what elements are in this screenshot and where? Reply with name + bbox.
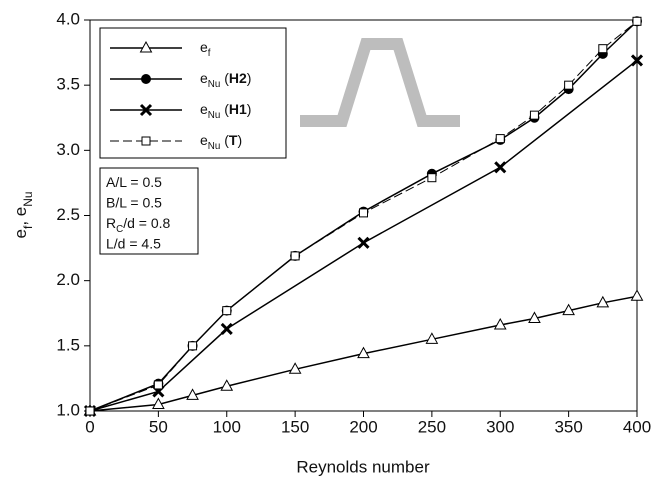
text-part: , e bbox=[11, 207, 30, 226]
annotation: RC/d = 0.8 bbox=[106, 215, 171, 235]
text-part: /d = 0.8 bbox=[123, 215, 170, 231]
marker bbox=[220, 322, 233, 335]
x-tick-label: 300 bbox=[486, 417, 514, 436]
text-part: R bbox=[106, 215, 116, 231]
marker bbox=[220, 379, 234, 391]
legend-marker bbox=[141, 74, 151, 84]
annotation: L/d = 4.5 bbox=[106, 235, 161, 251]
annotation: A/L = 0.5 bbox=[106, 174, 162, 190]
marker bbox=[357, 346, 370, 359]
text-part: e bbox=[200, 39, 208, 55]
y-tick-label: 2.0 bbox=[56, 270, 80, 289]
text-part: H1 bbox=[229, 101, 247, 117]
marker bbox=[630, 54, 644, 67]
marker bbox=[528, 311, 541, 323]
marker bbox=[359, 208, 368, 218]
x-tick-label: 100 bbox=[213, 417, 241, 436]
y-tick-label: 4.0 bbox=[56, 9, 80, 28]
text-part: ( bbox=[220, 70, 229, 86]
marker bbox=[493, 317, 507, 330]
marker bbox=[290, 251, 300, 261]
text-part: B/L = 0.5 bbox=[106, 194, 162, 210]
legend-marker bbox=[139, 103, 153, 117]
marker bbox=[564, 80, 574, 90]
x-tick-label: 200 bbox=[349, 417, 377, 436]
parameter-box bbox=[99, 167, 199, 255]
legend-marker bbox=[141, 136, 151, 146]
x-tick-label: 0 bbox=[85, 417, 94, 436]
text-part: T bbox=[229, 132, 238, 148]
x-tick-label: 400 bbox=[623, 417, 651, 436]
text-part: Nu bbox=[208, 79, 221, 90]
x-tick-label: 150 bbox=[281, 417, 309, 436]
marker bbox=[494, 161, 507, 174]
legend-marker bbox=[139, 40, 153, 53]
marker bbox=[222, 306, 232, 316]
marker bbox=[425, 332, 439, 344]
y-tick-label: 1.0 bbox=[56, 400, 80, 419]
text-part: Nu bbox=[208, 110, 221, 121]
legend-label: eNu (H2) bbox=[200, 70, 251, 90]
marker bbox=[357, 236, 370, 249]
marker bbox=[153, 380, 163, 390]
series-line bbox=[89, 20, 638, 412]
text-part: H2 bbox=[229, 70, 247, 86]
x-tick-label: 250 bbox=[418, 417, 446, 436]
text-part: ) bbox=[247, 101, 252, 117]
marker bbox=[188, 341, 198, 351]
series-line bbox=[89, 295, 638, 412]
text-part: ) bbox=[247, 70, 252, 86]
text-part: ( bbox=[220, 101, 229, 117]
series-line bbox=[89, 20, 638, 412]
y-axis-label: ef, eNu bbox=[11, 192, 35, 239]
annotation: B/L = 0.5 bbox=[106, 194, 162, 210]
text-part: f bbox=[21, 225, 35, 229]
text-part: e bbox=[200, 101, 208, 117]
legend-label: ef bbox=[200, 39, 211, 59]
y-tick-label: 1.5 bbox=[56, 335, 80, 354]
y-tick-label: 2.5 bbox=[56, 205, 80, 224]
marker bbox=[288, 362, 302, 374]
text-part: f bbox=[208, 48, 211, 59]
marker bbox=[427, 173, 437, 183]
legend-label: eNu (H1) bbox=[200, 101, 251, 121]
x-axis-label: Reynolds number bbox=[296, 457, 430, 476]
marker bbox=[598, 44, 608, 54]
y-tick-label: 3.0 bbox=[56, 140, 80, 159]
text-part: Nu bbox=[208, 141, 221, 152]
text-part: ( bbox=[220, 132, 229, 148]
marker bbox=[186, 388, 199, 400]
text-part: e bbox=[200, 70, 208, 86]
y-tick-label: 3.5 bbox=[56, 75, 80, 94]
x-tick-label: 350 bbox=[554, 417, 582, 436]
marker bbox=[152, 397, 165, 409]
channel-shape-icon bbox=[300, 38, 460, 127]
text-part: ) bbox=[237, 132, 242, 148]
text-part: e bbox=[200, 132, 208, 148]
marker bbox=[596, 295, 610, 308]
x-tick-label: 50 bbox=[149, 417, 168, 436]
text-part: Nu bbox=[21, 192, 35, 207]
marker bbox=[630, 289, 644, 301]
marker bbox=[562, 303, 575, 316]
marker bbox=[529, 110, 539, 120]
text-part: A/L = 0.5 bbox=[106, 174, 162, 190]
text-part: e bbox=[11, 229, 30, 238]
marker bbox=[495, 134, 505, 144]
legend-label: eNu (T) bbox=[200, 132, 242, 152]
text-part: L/d = 4.5 bbox=[106, 235, 161, 251]
series-line bbox=[89, 59, 638, 412]
text-part: C bbox=[116, 224, 123, 235]
marker bbox=[85, 406, 95, 416]
legend-box bbox=[99, 27, 287, 159]
marker bbox=[632, 16, 642, 26]
